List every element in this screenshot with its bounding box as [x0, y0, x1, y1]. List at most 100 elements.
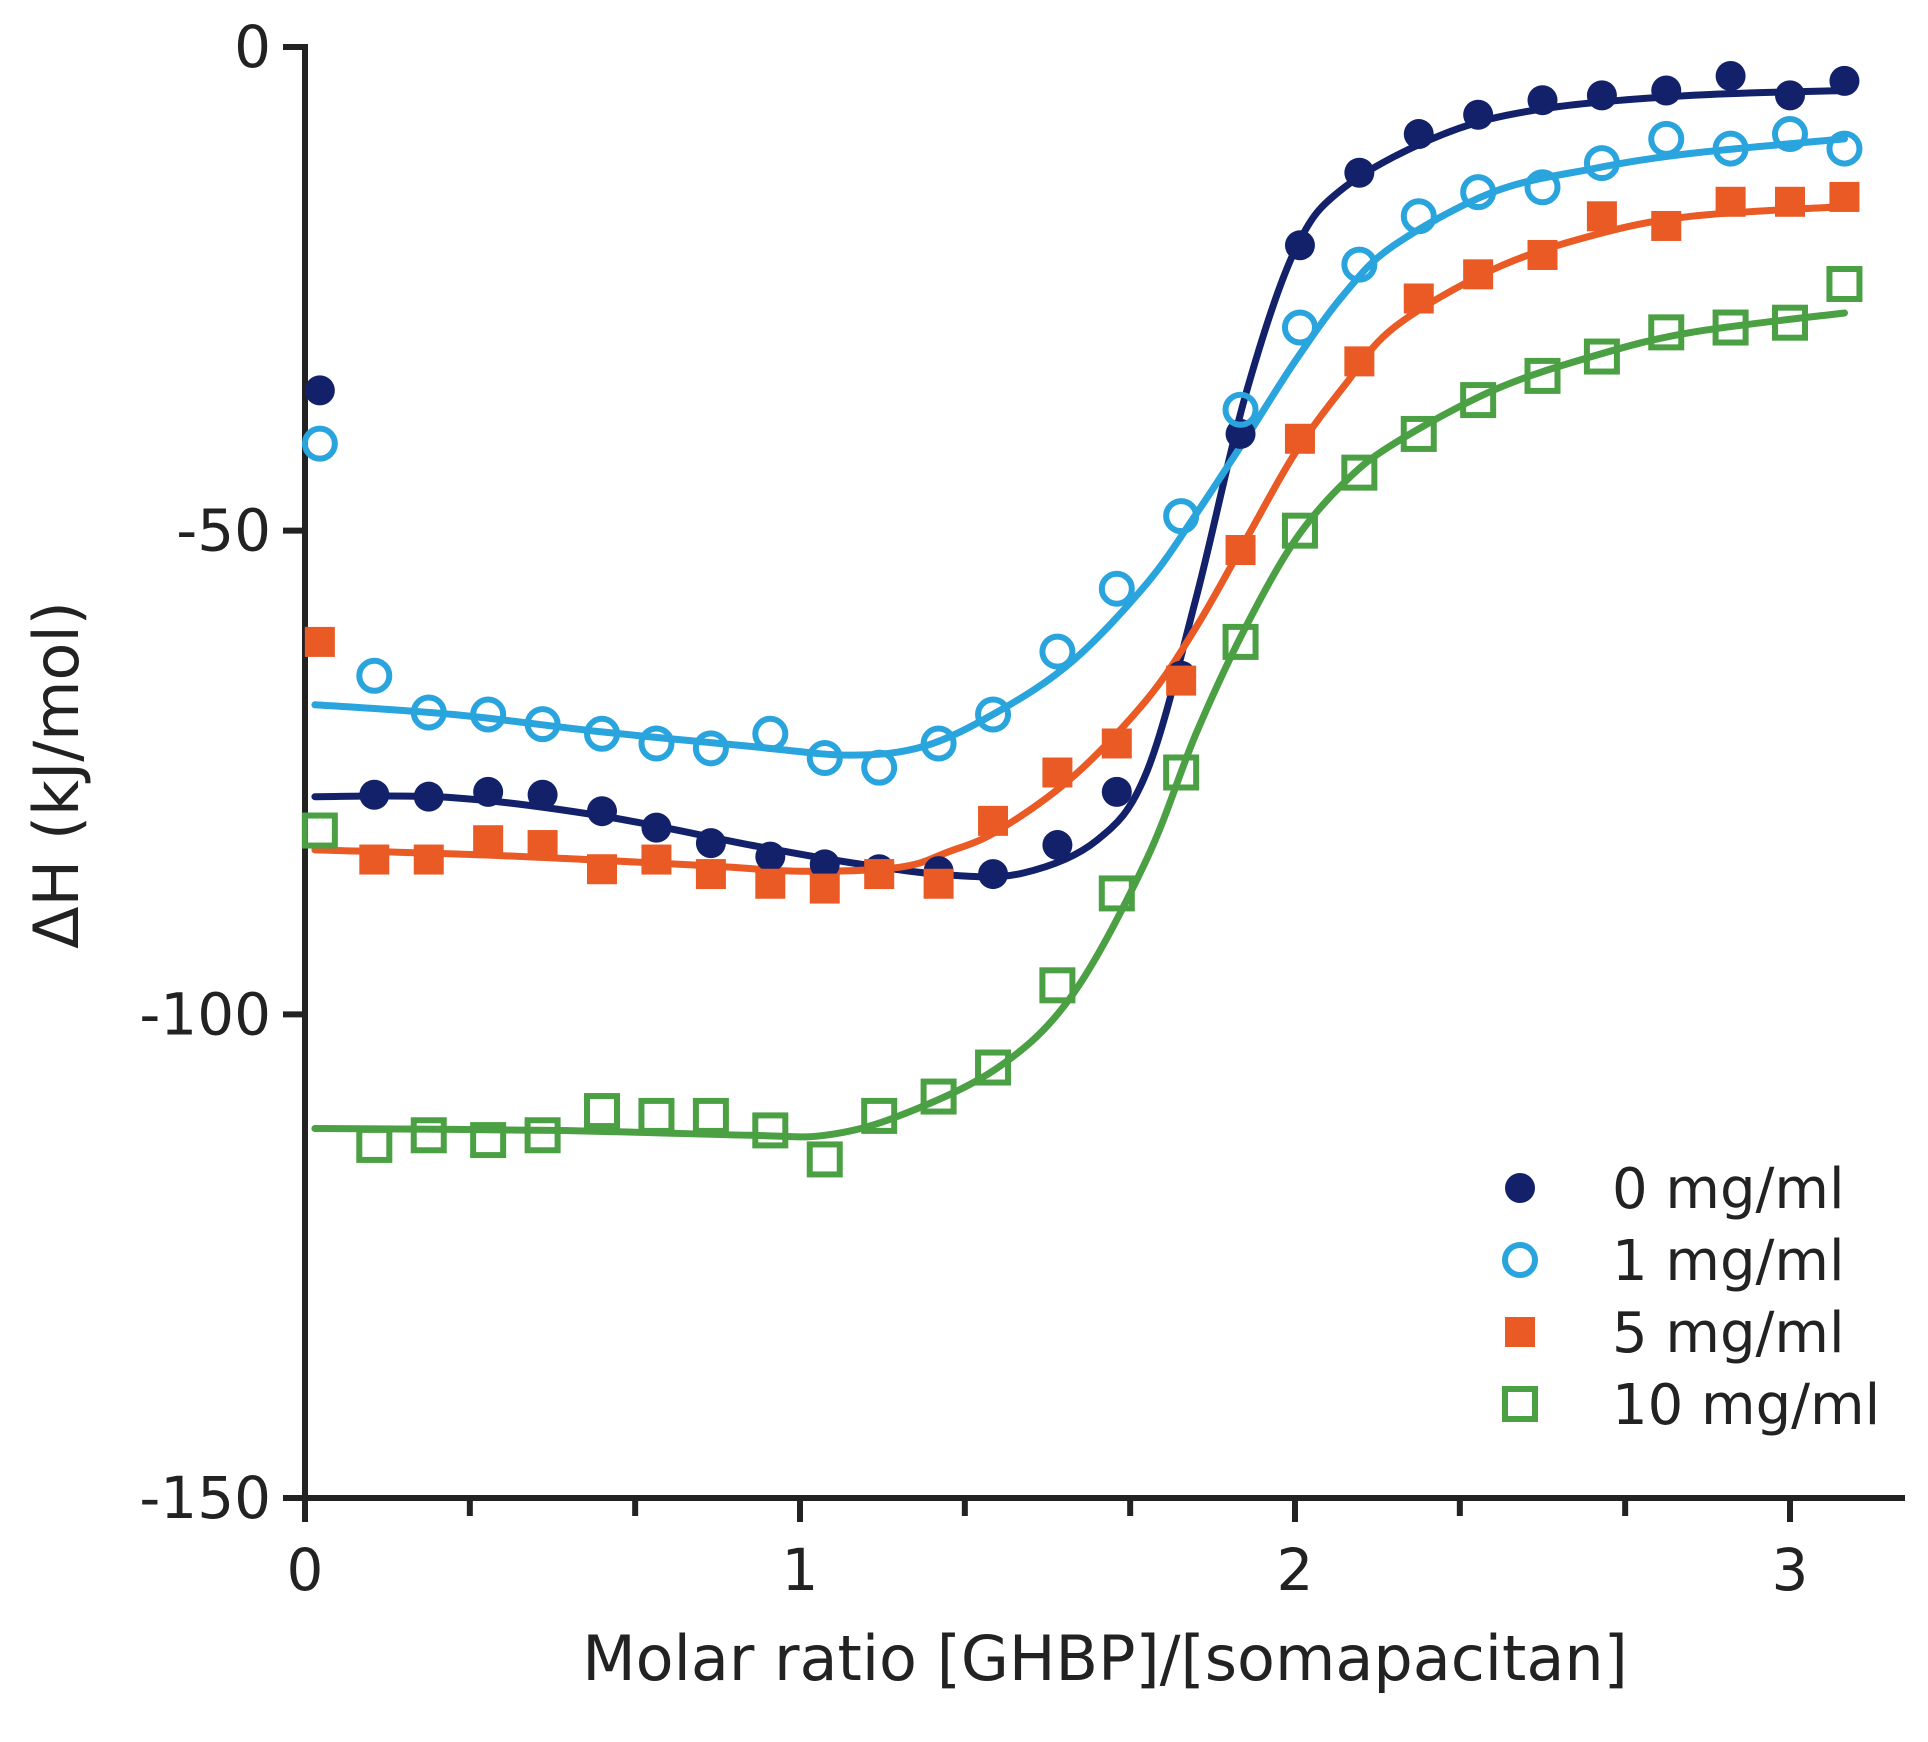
data-point: [527, 779, 558, 810]
data-point: [413, 781, 444, 812]
data-point: [1403, 119, 1434, 150]
data-point: [1826, 130, 1863, 167]
data-point: [584, 1093, 620, 1130]
data-point: [1648, 314, 1685, 351]
data-point: [1527, 85, 1558, 116]
data-point: [1284, 230, 1315, 261]
legend-label: 0 mg/ml: [1612, 1157, 1845, 1222]
data-point: [1222, 391, 1259, 428]
data-point: [1400, 198, 1437, 235]
y-tick-label: -150: [139, 1464, 271, 1532]
y-tick-label: 0: [234, 13, 271, 81]
data-point: [695, 828, 726, 859]
data-point: [1281, 309, 1318, 346]
data-point: [410, 1117, 447, 1154]
axes-group: 0 -50 -100 -150 0 1 2 3: [139, 13, 1905, 1604]
data-point: [356, 657, 393, 694]
data-point: [975, 1049, 1012, 1086]
data-point: [1463, 99, 1494, 130]
data-point: [1101, 776, 1132, 807]
data-point: [1400, 415, 1437, 452]
data-point: [1460, 382, 1497, 419]
data-point: [1463, 259, 1494, 290]
data-point: [527, 830, 558, 861]
data-point: [1651, 75, 1682, 106]
data-point: [524, 706, 561, 743]
data-point: [1715, 186, 1746, 217]
data-point: [1829, 65, 1860, 96]
data-point: [1829, 181, 1860, 212]
data-point: [473, 776, 504, 807]
data-point: [864, 859, 895, 890]
data-point: [1163, 754, 1200, 791]
data-point: [1042, 757, 1073, 788]
data-point: [470, 696, 507, 733]
data-point: [978, 859, 1009, 890]
data-point: [1222, 623, 1259, 660]
data-point: [1712, 309, 1749, 346]
data-point: [524, 1117, 561, 1154]
data-point: [1039, 967, 1076, 1004]
x-tick-label: 3: [1772, 1536, 1809, 1604]
legend: 0 mg/ml 1 mg/ml 5 mg/ml 10 mg/ml: [1502, 1157, 1880, 1438]
data-point: [806, 739, 843, 776]
data-point: [473, 825, 504, 856]
data-point: [692, 730, 729, 767]
data-point: [1460, 174, 1497, 211]
data-point: [301, 425, 338, 462]
data-point: [584, 715, 620, 752]
data-point: [1341, 454, 1378, 491]
data-point: [1715, 61, 1746, 92]
data-point: [587, 796, 617, 827]
data-point: [1583, 145, 1620, 182]
data-point: [1225, 535, 1256, 566]
data-point: [861, 749, 898, 786]
data-point: [1039, 633, 1076, 670]
x-tick-label: 1: [782, 1536, 819, 1604]
legend-marker: [1505, 1317, 1535, 1347]
data-point: [755, 841, 786, 872]
data-point: [1098, 570, 1135, 607]
data-point: [1775, 186, 1805, 217]
data-point: [1524, 357, 1561, 394]
data-point: [692, 1097, 729, 1134]
data-point: [1225, 418, 1256, 449]
data-point: [809, 849, 840, 880]
data-point: [695, 859, 726, 890]
data-point: [1586, 201, 1617, 232]
data-point: [1524, 169, 1561, 206]
data-point: [861, 1097, 898, 1134]
data-point: [920, 1078, 957, 1115]
data-point: [359, 779, 390, 810]
legend-marker: [1505, 1173, 1535, 1203]
data-point: [1403, 283, 1434, 314]
data-point: [638, 1097, 675, 1134]
data-point: [1712, 130, 1749, 167]
x-tick-label: 2: [1277, 1536, 1314, 1604]
data-point: [1098, 875, 1135, 912]
data-points: [301, 61, 1863, 1178]
legend-label: 1 mg/ml: [1612, 1229, 1845, 1294]
data-point: [809, 873, 840, 904]
data-point: [1281, 512, 1318, 549]
data-point: [755, 868, 786, 899]
data-point: [1341, 246, 1378, 283]
data-point: [752, 1112, 789, 1149]
y-ticks: 0 -50 -100 -150: [139, 13, 305, 1532]
data-point: [410, 694, 447, 731]
y-axis-title: ΔH (kJ/mol): [20, 601, 93, 949]
data-point: [1284, 423, 1315, 454]
data-point: [1163, 498, 1200, 535]
data-point: [1772, 116, 1808, 153]
data-point: [806, 1141, 843, 1178]
data-point: [1344, 157, 1375, 188]
data-point: [752, 715, 789, 752]
data-point: [1826, 265, 1863, 302]
data-point: [1775, 80, 1805, 111]
data-point: [920, 725, 957, 762]
data-point: [638, 725, 675, 762]
data-point: [359, 844, 390, 875]
data-point: [1648, 120, 1685, 157]
y-tick-label: -100: [139, 980, 271, 1048]
